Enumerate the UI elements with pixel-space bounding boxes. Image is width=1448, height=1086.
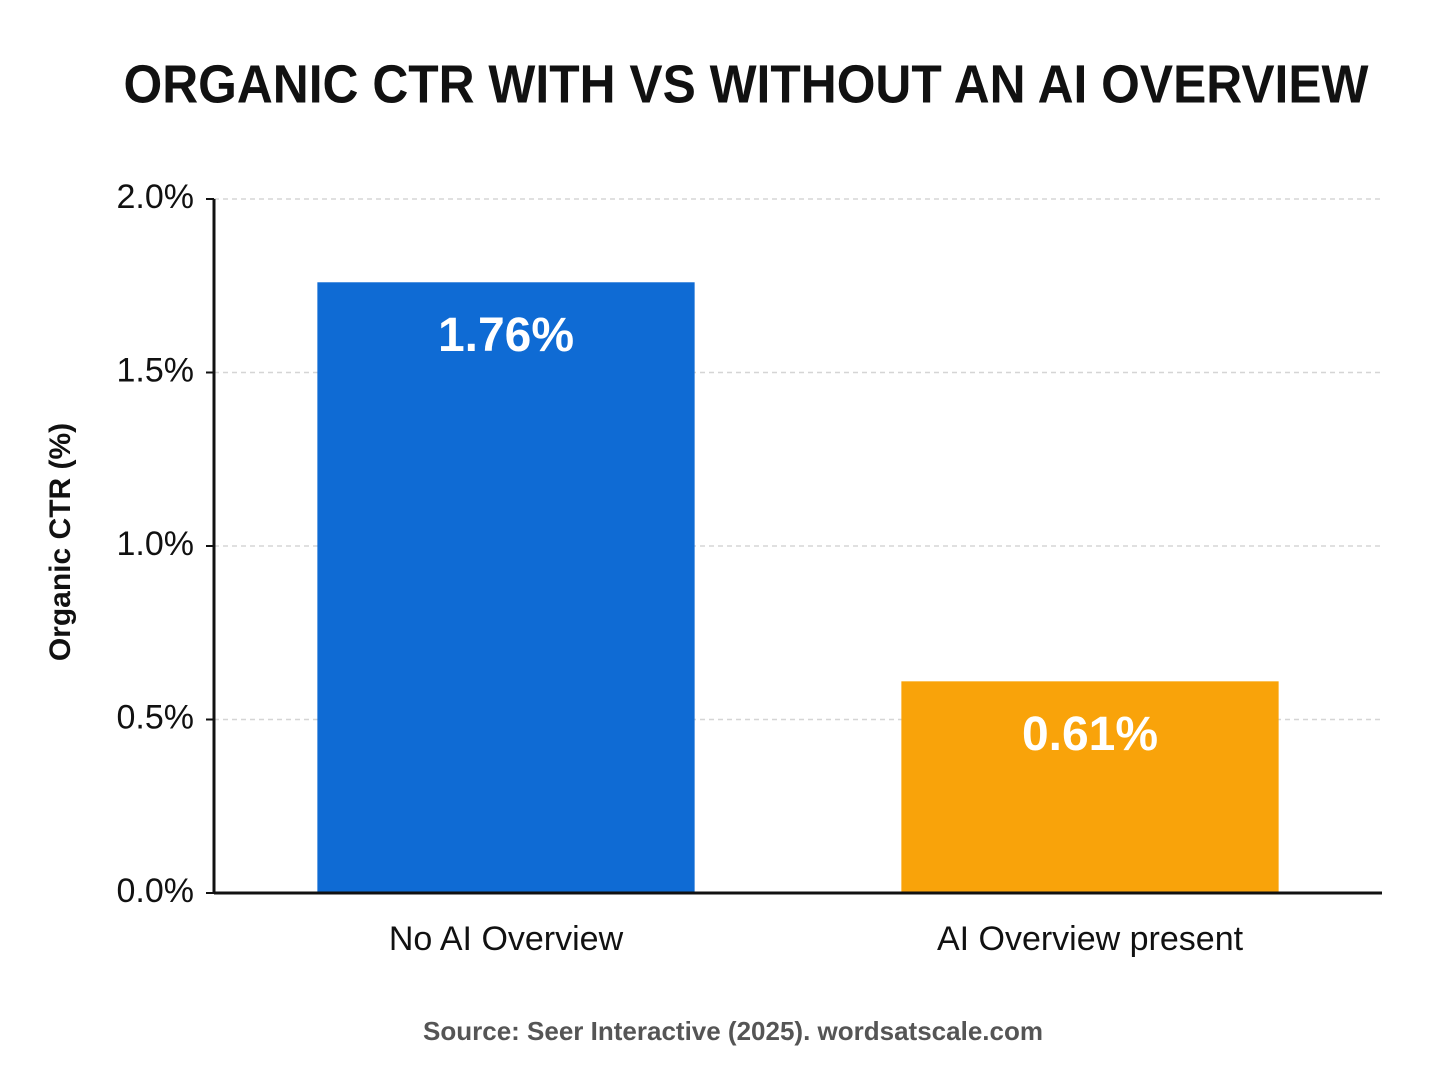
y-tick-label: 0.0% bbox=[117, 872, 195, 910]
y-axis-label: Organic CTR (%) bbox=[44, 423, 77, 661]
source-note: Source: Seer Interactive (2025). wordsat… bbox=[423, 1016, 1043, 1046]
bar bbox=[901, 681, 1279, 893]
y-tick-label: 1.5% bbox=[117, 351, 195, 389]
y-tick-label: 0.5% bbox=[117, 698, 195, 736]
y-tick-label: 1.0% bbox=[117, 525, 195, 563]
value-label: 1.76% bbox=[438, 309, 574, 362]
x-tick-label: No AI Overview bbox=[389, 920, 624, 958]
x-tick-label: AI Overview present bbox=[937, 920, 1244, 958]
bar bbox=[317, 282, 695, 893]
y-tick-label: 2.0% bbox=[117, 178, 195, 216]
chart-title: ORGANIC CTR WITH VS WITHOUT AN AI OVERVI… bbox=[124, 54, 1369, 114]
value-label: 0.61% bbox=[1022, 708, 1158, 761]
